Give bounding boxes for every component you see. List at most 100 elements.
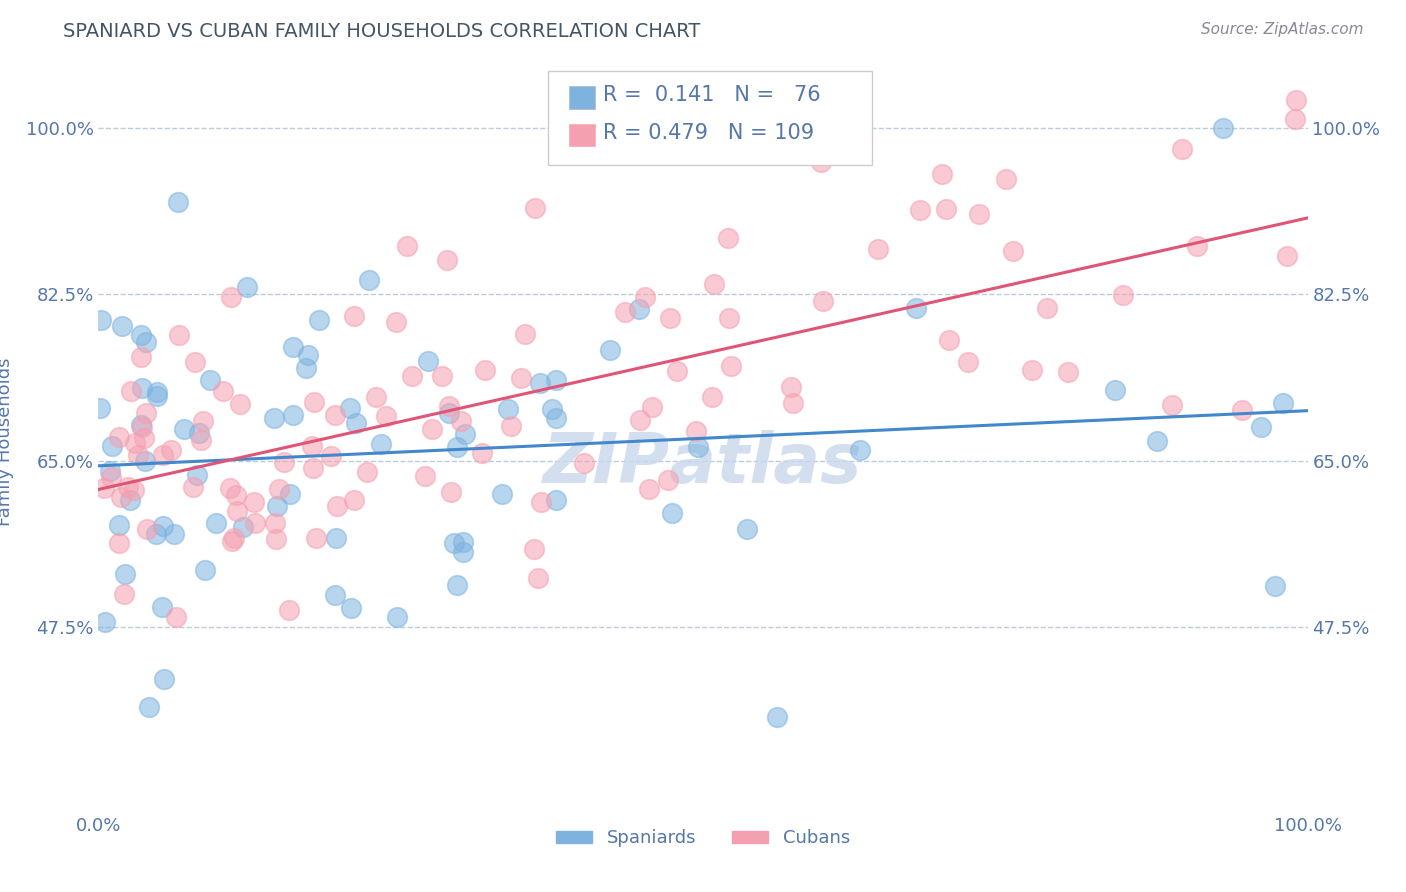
Point — [735, 522, 758, 536]
Point — [1035, 301, 1057, 315]
Point — [150, 600, 173, 615]
Point — [436, 252, 458, 267]
Point — [661, 506, 683, 520]
Point — [167, 194, 190, 209]
Point — [685, 425, 707, 439]
Point — [295, 360, 318, 375]
Point — [439, 406, 461, 420]
Point — [108, 518, 131, 533]
Text: SPANIARD VS CUBAN FAMILY HOUSEHOLDS CORRELATION CHART: SPANIARD VS CUBAN FAMILY HOUSEHOLDS CORR… — [63, 22, 700, 41]
Point — [273, 455, 295, 469]
Point — [718, 311, 741, 326]
Point — [780, 380, 803, 394]
Point — [385, 610, 408, 624]
Point — [194, 563, 217, 577]
Point — [451, 545, 474, 559]
Point — [471, 446, 494, 460]
Point — [628, 302, 651, 317]
Point — [599, 343, 621, 357]
Point — [187, 425, 209, 440]
Point — [496, 402, 519, 417]
Point — [283, 408, 305, 422]
Point — [278, 602, 301, 616]
Point — [301, 439, 323, 453]
Point — [93, 481, 115, 495]
Point — [574, 456, 596, 470]
Point — [849, 442, 872, 457]
Point — [1146, 434, 1168, 448]
Point — [810, 155, 832, 169]
Point — [135, 406, 157, 420]
Point — [430, 369, 453, 384]
Point — [446, 577, 468, 591]
Point — [219, 290, 242, 304]
Point — [129, 350, 152, 364]
Point — [995, 172, 1018, 186]
Text: R =  0.141   N =   76: R = 0.141 N = 76 — [603, 86, 821, 105]
Point — [364, 390, 387, 404]
Point — [228, 397, 250, 411]
Point — [1002, 244, 1025, 258]
Point — [1185, 239, 1208, 253]
Point — [173, 422, 195, 436]
Point — [204, 516, 226, 530]
Point — [146, 389, 169, 403]
Point — [267, 482, 290, 496]
Point — [524, 201, 547, 215]
Point — [935, 202, 957, 217]
Point — [396, 238, 419, 252]
Point — [211, 384, 233, 399]
Point — [420, 422, 443, 436]
Point — [297, 348, 319, 362]
Point — [340, 601, 363, 615]
Point — [1171, 142, 1194, 156]
Point — [136, 522, 159, 536]
Point — [665, 364, 688, 378]
Point — [302, 395, 325, 409]
Point — [1056, 365, 1078, 379]
Point — [938, 333, 960, 347]
Point — [1212, 121, 1234, 136]
Point — [117, 480, 139, 494]
Point — [100, 470, 122, 484]
Point — [1112, 288, 1135, 302]
Point — [232, 520, 254, 534]
Point — [782, 396, 804, 410]
Point — [107, 429, 129, 443]
Point — [323, 588, 346, 602]
Point — [304, 531, 326, 545]
Point — [120, 384, 142, 399]
Point — [613, 304, 636, 318]
Point — [114, 566, 136, 581]
Point — [153, 672, 176, 686]
Point — [190, 434, 212, 448]
Point — [688, 440, 710, 454]
Point — [659, 310, 682, 325]
Point — [167, 328, 190, 343]
Point — [181, 480, 204, 494]
Point — [357, 273, 380, 287]
Point — [222, 531, 245, 545]
Point — [700, 390, 723, 404]
Point — [236, 279, 259, 293]
Point — [703, 277, 725, 291]
Point — [129, 417, 152, 432]
Point — [118, 492, 141, 507]
Point — [499, 419, 522, 434]
Point — [967, 207, 990, 221]
Point — [401, 369, 423, 384]
Point — [1161, 398, 1184, 412]
Point — [813, 293, 835, 308]
Point — [321, 450, 343, 464]
Point — [146, 385, 169, 400]
Point — [323, 408, 346, 422]
Point — [908, 203, 931, 218]
Point — [200, 373, 222, 387]
Point — [124, 436, 146, 450]
Point — [266, 532, 288, 546]
Point — [491, 486, 513, 500]
Point — [145, 526, 167, 541]
Point — [129, 328, 152, 343]
Point — [135, 334, 157, 349]
Point — [160, 443, 183, 458]
